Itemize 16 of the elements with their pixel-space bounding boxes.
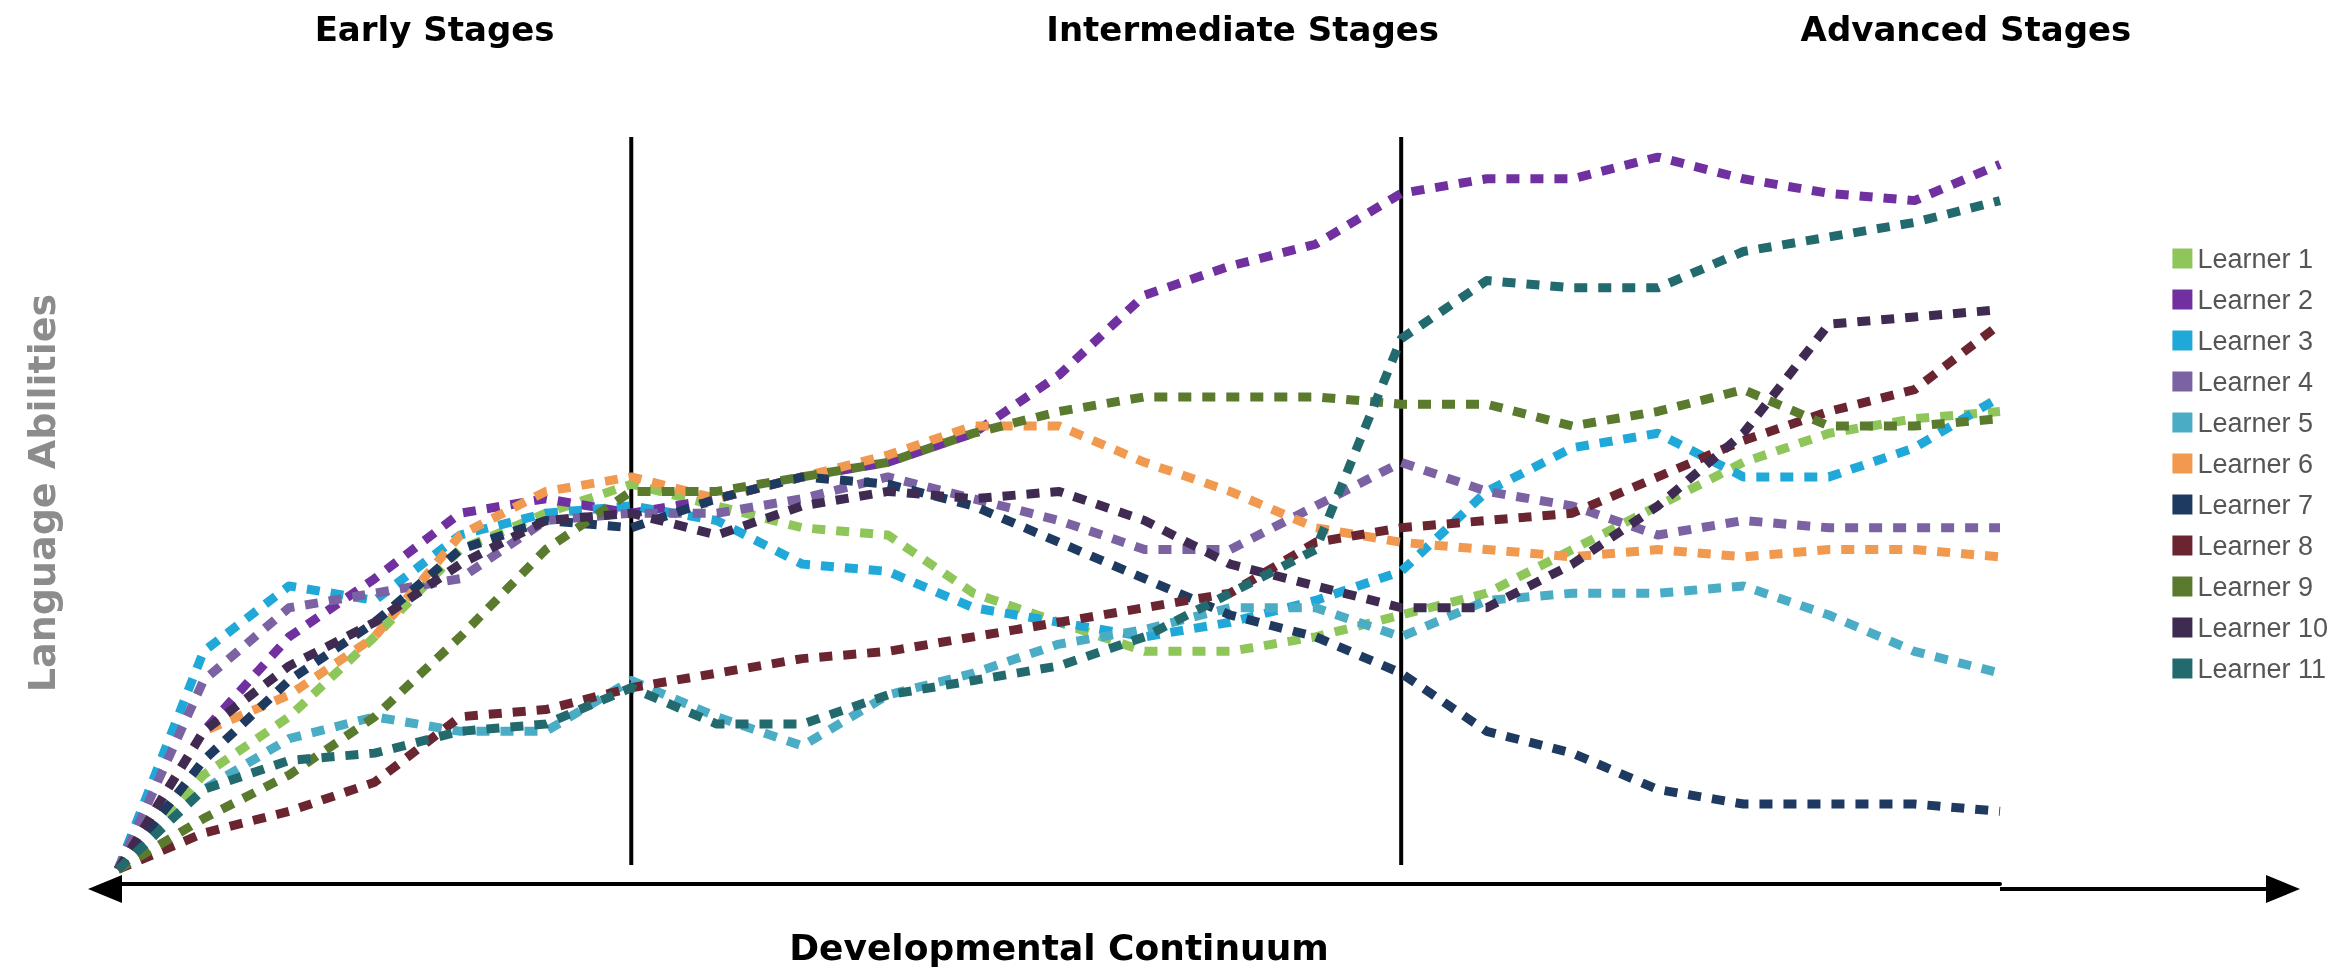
legend-label: Learner 6 [2197,448,2313,479]
legend-label: Learner 8 [2197,530,2313,561]
y-axis-title: Language Abilities [20,293,64,693]
x-axis-title: Developmental Continuum [789,926,1329,968]
legend-label: Learner 3 [2197,325,2313,356]
text: Advanced Stages [1800,9,2132,49]
legend-label: Learner 10 [2197,612,2329,643]
legend-label: Learner 2 [2197,284,2313,315]
legend-label: Learner 7 [2197,489,2313,520]
legend-label: Learner 4 [2197,366,2313,397]
text: Intermediate Stages [1046,9,1440,49]
text: Early Stages [314,9,555,49]
legend-label: Learner 5 [2197,407,2313,438]
legend-label: Learner 9 [2197,571,2313,602]
legend-label: Learner 1 [2197,243,2313,274]
legend-label: Learner 11 [2197,653,2326,684]
